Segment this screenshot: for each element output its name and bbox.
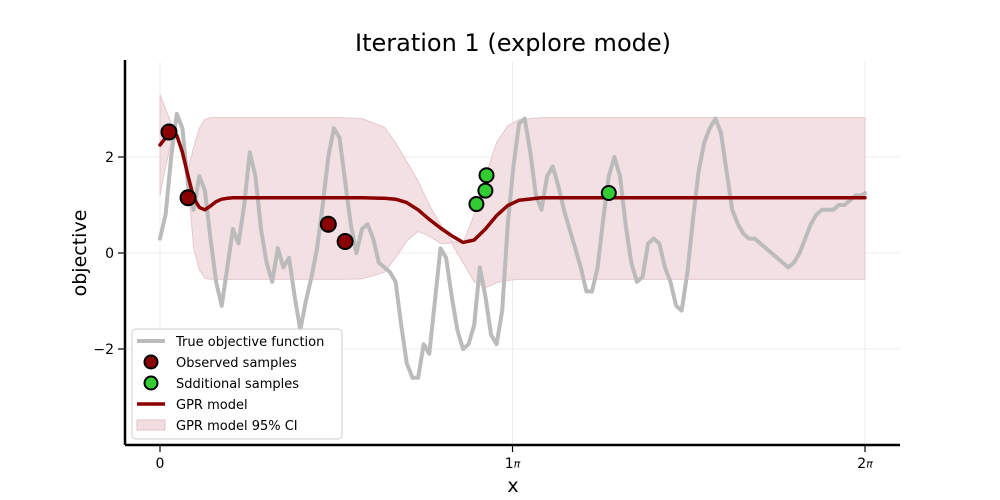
chart-title: Iteration 1 (explore mode) (355, 29, 671, 57)
true-objective-line (158, 111, 867, 380)
y-axis-label: objective (69, 210, 91, 297)
legend-marker-handle (143, 375, 159, 391)
x-tick-label: 0 (156, 456, 165, 472)
observed-sample-point (179, 189, 197, 207)
legend-label: GPR model 95% CI (176, 419, 298, 434)
x-tick-label: 2π (857, 456, 873, 472)
observed-sample-point (319, 215, 337, 233)
additional-sample-point (478, 167, 495, 184)
true-function-layer (158, 111, 867, 380)
legend: True objective function Observed samples S… (131, 328, 343, 440)
x-tick-label: 1π (505, 456, 521, 472)
gpr-model-line (158, 131, 867, 245)
observed-sample-point (336, 232, 354, 250)
gpr-model-layer (158, 131, 867, 245)
additional-sample-point (468, 196, 485, 213)
sample-points-layer (160, 123, 617, 250)
additional-sample-point (477, 182, 494, 199)
observed-sample-point (160, 123, 178, 141)
y-ticks: 2 0 −2 (93, 150, 124, 358)
x-axis-label: x (507, 475, 518, 497)
additional-sample-point (600, 185, 617, 201)
y-tick-label: 0 (105, 246, 114, 262)
legend-label: Observed samples (176, 356, 297, 371)
legend-label: Sdditional samples (176, 377, 299, 392)
x-ticks: 0 1π 2π (156, 446, 873, 472)
y-tick-label: −2 (93, 342, 114, 358)
legend-patch-handle (136, 419, 166, 431)
legend-marker-handle (143, 354, 159, 370)
y-tick-label: 2 (105, 150, 114, 166)
legend-label: GPR model (176, 398, 248, 413)
legend-frame (131, 328, 343, 440)
legend-label: True objective function (175, 335, 324, 350)
